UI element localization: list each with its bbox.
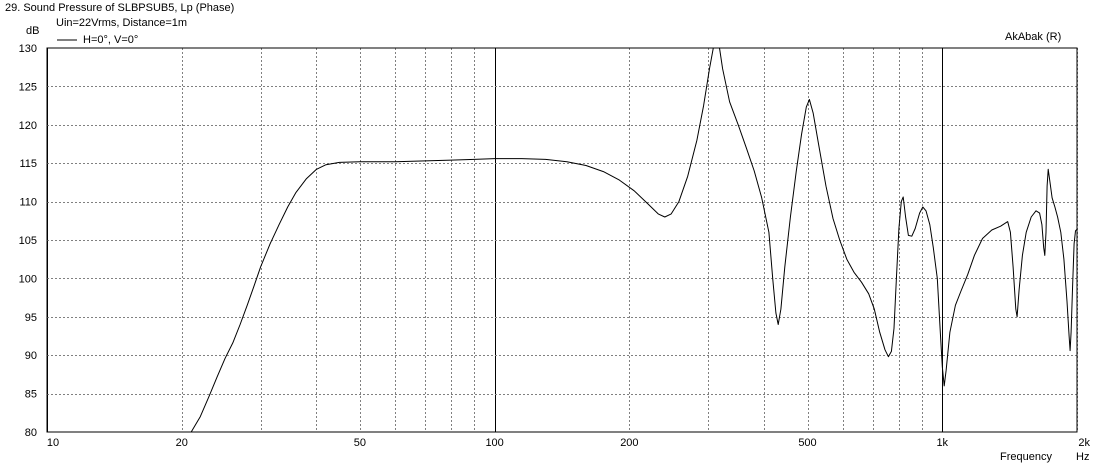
x-axis-unit: Hz <box>1076 451 1089 463</box>
legend-label: H=0°, V=0° <box>83 34 138 46</box>
x-tick-label: 2k <box>1078 437 1090 449</box>
y-axis-label: dB <box>26 25 39 37</box>
x-tick-label: 500 <box>798 437 816 449</box>
y-tick-label: 85 <box>25 389 37 401</box>
x-axis-label: Frequency <box>1000 451 1052 463</box>
y-tick-label: 125 <box>19 81 37 93</box>
chart-subtitle: Uin=22Vrms, Distance=1m <box>56 17 187 29</box>
x-tick-label: 20 <box>176 437 188 449</box>
x-tick-label: 200 <box>620 437 638 449</box>
y-tick-label: 130 <box>19 43 37 55</box>
y-tick-label: 80 <box>25 427 37 439</box>
y-tick-label: 105 <box>19 235 37 247</box>
y-tick-label: 120 <box>19 120 37 132</box>
watermark-label: AkAbak (R) <box>1005 31 1061 43</box>
legend: H=0°, V=0° <box>57 34 138 46</box>
x-tick-label: 10 <box>47 437 59 449</box>
x-tick-labels: 10 20 50 100 200 500 1k 2k <box>47 437 1091 449</box>
series-group <box>47 47 1078 433</box>
y-tick-label: 110 <box>19 197 37 209</box>
x-tick-label: 100 <box>485 437 503 449</box>
y-tick-labels: 80 85 90 95 100 105 110 115 120 125 130 <box>19 43 37 439</box>
x-tick-label: 1k <box>936 437 948 449</box>
chart-title: 29. Sound Pressure of SLBPSUB5, Lp (Phas… <box>5 2 234 14</box>
series-line-0 <box>47 47 1078 433</box>
plot-frame <box>46 47 1078 433</box>
grid <box>47 48 1078 432</box>
y-tick-label: 115 <box>19 158 37 170</box>
y-tick-label: 90 <box>25 350 37 362</box>
x-tick-label: 50 <box>354 437 366 449</box>
y-tick-label: 95 <box>25 312 37 324</box>
y-tick-label: 100 <box>19 273 37 285</box>
